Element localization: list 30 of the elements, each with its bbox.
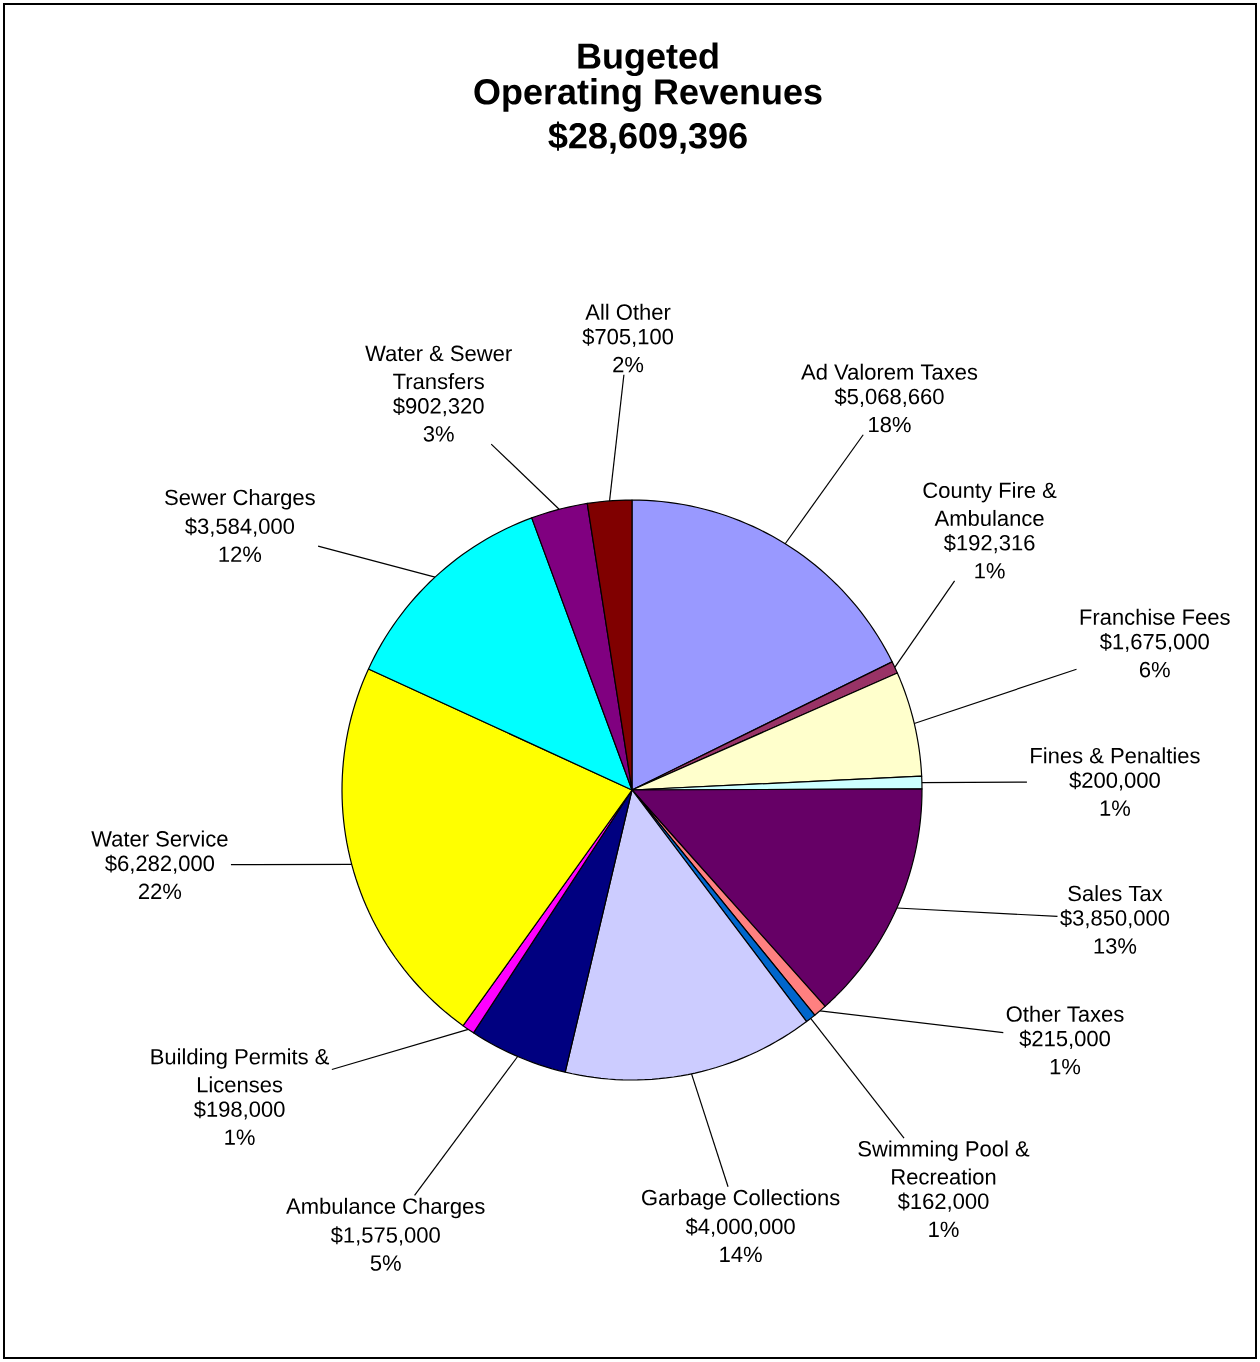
data-label: $705,100 2% (582, 327, 674, 373)
data-label: $192,316 1% (943, 534, 1035, 579)
slice-label: All Other (585, 303, 671, 320)
data-label: $215,000 1% (1019, 1029, 1110, 1075)
data-label: $3,584,000 12% (185, 517, 295, 562)
slice-label: Ad Valorem Taxes (801, 363, 978, 380)
slice-label: Swimming Pool & Recreation (858, 1140, 1030, 1185)
slice-label: Sales Tax (1068, 885, 1163, 902)
slice-label: Other Taxes (1006, 1005, 1124, 1022)
slice-label: Fines & Penalties (1031, 747, 1200, 764)
slice-label: Water & Sewer Transfers (365, 345, 512, 390)
slice-label: Sewer Charges (165, 489, 315, 510)
data-label: $4,000,000 14% (685, 1217, 795, 1263)
chart-title: Bugeted (578, 42, 718, 77)
data-label: $198,000 1% (193, 1100, 285, 1145)
data-label: $1,575,000 5% (330, 1226, 440, 1271)
slice-label: Water Service (91, 830, 228, 847)
slice-label: Garbage Collections (642, 1189, 840, 1210)
slice-label: Building Permits & Licenses (151, 1048, 330, 1093)
chart-subtitle: Operating Revenues $28,609,396 (474, 78, 822, 154)
data-label: $162,000 1% (897, 1192, 989, 1237)
data-label: $902,320 3% (393, 397, 484, 442)
data-label: $6,282,000 22% (105, 854, 215, 900)
data-label: $5,068,660 18% (834, 387, 944, 433)
data-label: $3,850,000 13% (1060, 909, 1170, 954)
slice-label: Ambulance Charges (286, 1197, 485, 1219)
slice-label: Franchise Fees (1080, 608, 1230, 625)
data-label: $200,000 1% (1069, 771, 1160, 816)
data-label: $1,675,000 6% (1099, 632, 1209, 678)
slice-label: County Fire & Ambulance (923, 481, 1057, 527)
